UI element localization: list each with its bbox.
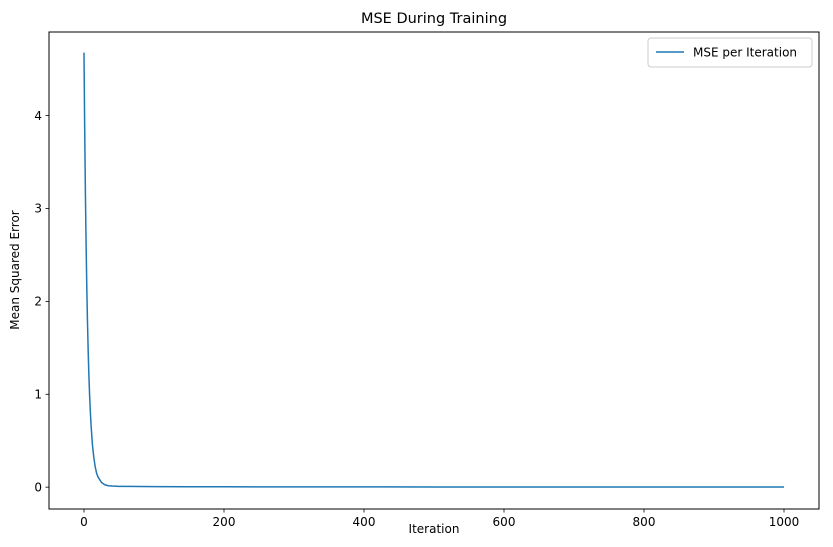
- legend-entry-mse-per-iteration: MSE per Iteration: [693, 46, 797, 60]
- y-tick-label: 4: [34, 109, 42, 123]
- x-axis: 0 200 400 600 800 1000: [80, 509, 799, 529]
- plot-area: [48, 31, 820, 510]
- x-axis-label: Iteration: [409, 522, 460, 536]
- x-tick-label: 1000: [769, 515, 800, 529]
- legend-box: [647, 37, 813, 68]
- plot-frame: [48, 31, 820, 510]
- y-tick-label: 0: [34, 480, 42, 494]
- y-tick-label: 2: [34, 295, 42, 309]
- x-tick-label: 400: [353, 515, 376, 529]
- legend: MSE per Iteration: [647, 37, 813, 68]
- series-line-0: [83, 52, 785, 488]
- series-layer: [83, 52, 785, 488]
- x-tick-label: 0: [80, 515, 88, 529]
- y-axis: 0 1 2 3 4: [34, 109, 49, 494]
- x-tick-label: 600: [493, 515, 516, 529]
- x-tick-label: 800: [633, 515, 656, 529]
- chart-title: MSE During Training: [361, 11, 507, 27]
- x-tick-label: 200: [213, 515, 236, 529]
- y-axis-label: Mean Squared Error: [8, 210, 22, 330]
- y-tick-label: 1: [34, 387, 42, 401]
- y-tick-label: 3: [34, 202, 42, 216]
